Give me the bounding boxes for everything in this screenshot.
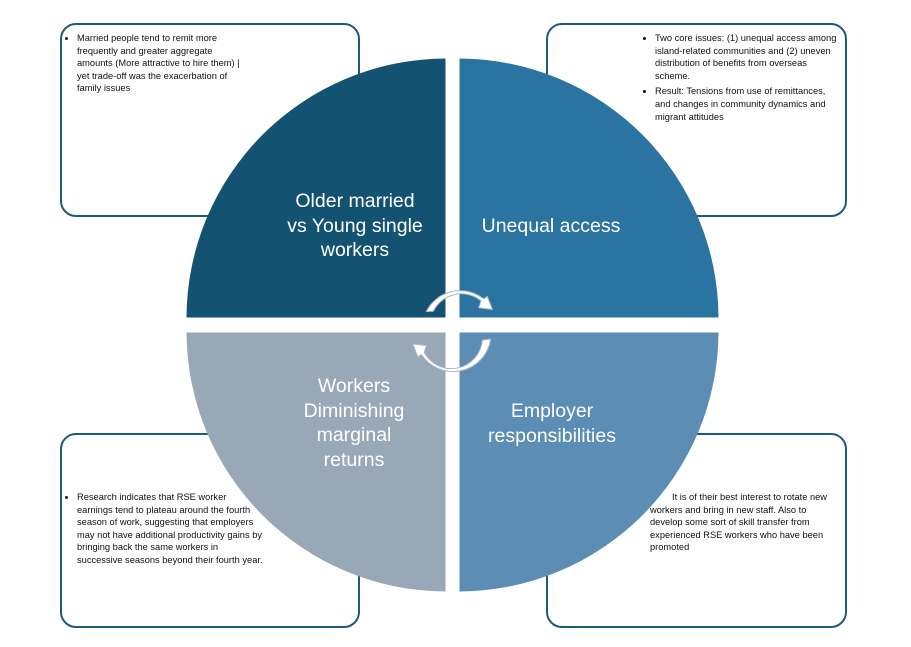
- quadrant-label-top-left: Older married vs Young single workers: [275, 189, 435, 263]
- top-left-box-text: Married people tend to remit more freque…: [68, 32, 250, 98]
- quadrant-label-bottom-right: Employer responsibilities: [466, 399, 638, 448]
- quadrant-bottom-left: [186, 332, 446, 592]
- quadrant-label-top-right: Unequal access: [461, 214, 641, 239]
- top-right-box-text: Two core issues: (1) unequal access amon…: [646, 32, 842, 126]
- quadrant-label-line: Workers: [317, 375, 391, 397]
- quadrant-label-line: vs Young single: [287, 214, 423, 237]
- top-right-bullet-2: Result: Tensions from use of remittances…: [655, 85, 842, 123]
- quadrant-label-line: workers: [320, 239, 390, 261]
- top-right-bullet-1: Two core issues: (1) unequal access amon…: [655, 32, 842, 82]
- quadrant-label-line: Diminishing: [303, 399, 405, 422]
- bottom-right-box-text: It is of their best interest to rotate n…: [650, 491, 835, 554]
- circular-arrows-icon: [412, 290, 493, 372]
- quadrant-bottom-right: [459, 332, 719, 592]
- quadrant-label-line: Employer: [510, 400, 594, 422]
- quadrant-top-right: [459, 58, 719, 318]
- quadrant-label-line: returns: [323, 448, 385, 471]
- top-left-bullet: Married people tend to remit more freque…: [77, 32, 250, 95]
- quadrant-label-line: marginal: [316, 424, 392, 446]
- quadrant-label-line: Unequal access: [481, 215, 621, 237]
- bottom-left-bullet: Research indicates that RSE worker earni…: [77, 491, 264, 567]
- quadrant-label-bottom-left: Workers Diminishing marginal returns: [284, 374, 424, 472]
- bottom-right-paragraph: It is of their best interest to rotate n…: [650, 492, 828, 553]
- quadrant-label-line: Older married: [295, 190, 415, 212]
- quadrant-label-line: responsibilities: [488, 424, 616, 447]
- bottom-left-box-text: Research indicates that RSE worker earni…: [68, 491, 264, 570]
- arrow-bottom: [412, 338, 492, 372]
- arrow-top: [425, 290, 493, 313]
- quadrant-top-left: [186, 58, 446, 318]
